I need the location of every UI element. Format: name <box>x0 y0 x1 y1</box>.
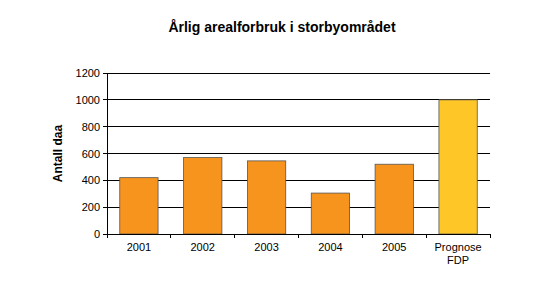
x-tick <box>362 234 363 238</box>
x-tick-label-line: 2003 <box>254 241 278 253</box>
y-tick <box>103 234 107 235</box>
y-tick <box>103 207 107 208</box>
x-tick <box>298 234 299 238</box>
x-tick <box>170 234 171 238</box>
y-tick <box>103 126 107 127</box>
y-tick-label: 1200 <box>76 67 100 79</box>
bar <box>247 161 285 234</box>
x-tick-label-line: 2001 <box>127 241 151 253</box>
x-tick <box>107 234 108 238</box>
x-tick-label-line: 2005 <box>382 241 406 253</box>
bar <box>120 178 158 234</box>
y-tick-label: 600 <box>82 148 100 160</box>
y-tick-label: 1000 <box>76 94 100 106</box>
bar <box>375 164 413 234</box>
chart-svg: Årlig arealforbruk i storbyområdet Antall… <box>0 0 555 286</box>
grid-line <box>107 207 490 208</box>
x-tick-label-line: 2004 <box>318 241 342 253</box>
title: Årlig arealforbruk i storbyområdet <box>168 19 396 35</box>
bar <box>439 100 477 234</box>
grid-line <box>107 153 490 154</box>
x-tick-label-line: Prognose <box>435 241 482 253</box>
x-tick-label: 2003 <box>254 241 278 253</box>
x-tick <box>426 234 427 238</box>
y-tick <box>103 99 107 100</box>
y-tick-label: 400 <box>82 174 100 186</box>
bar <box>184 158 222 234</box>
x-tick-label-line: FDP <box>447 254 469 266</box>
bar <box>311 193 349 234</box>
x-tick <box>234 234 235 238</box>
y-tick <box>103 73 107 74</box>
y-tick-label: 0 <box>94 228 100 240</box>
y-tick-label: 200 <box>82 201 100 213</box>
grid-line <box>107 99 490 100</box>
grid-line <box>107 126 490 127</box>
x-tick <box>490 234 491 238</box>
x-tick-label: 2005 <box>382 241 406 253</box>
x-tick-label: 2001 <box>127 241 151 253</box>
x-tick-label: 2002 <box>191 241 215 253</box>
grid-line <box>107 73 490 74</box>
chart-container: Årlig arealforbruk i storbyområdet Antall… <box>0 0 555 286</box>
bars <box>120 100 477 234</box>
y-tick <box>103 180 107 181</box>
grid-line <box>107 180 490 181</box>
y-tick <box>103 153 107 154</box>
x-tick-label: PrognoseFDP <box>435 241 482 266</box>
x-tick-label-line: 2002 <box>191 241 215 253</box>
y-tick-label: 800 <box>82 121 100 133</box>
y-axis <box>107 73 108 234</box>
y-axis-label: Antall daa <box>51 125 65 183</box>
x-tick-label: 2004 <box>318 241 342 253</box>
